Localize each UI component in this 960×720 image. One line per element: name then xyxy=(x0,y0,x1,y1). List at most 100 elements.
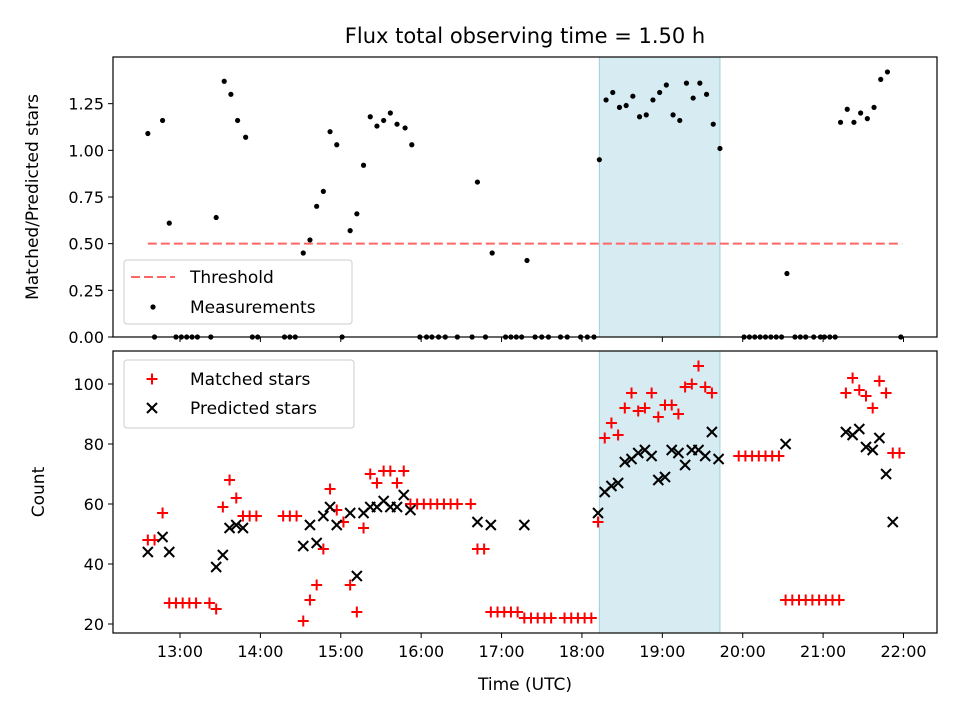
measurement-point xyxy=(844,106,850,112)
y-tick-label: 20 xyxy=(84,615,104,634)
matched-star-point xyxy=(190,597,202,609)
matched-star-point xyxy=(291,510,303,522)
measurement-point xyxy=(710,121,716,127)
matched-star-point xyxy=(706,387,718,399)
matched-star-point xyxy=(324,483,336,495)
measurement-point xyxy=(864,116,870,122)
measurement-point xyxy=(145,130,151,137)
matched-star-point xyxy=(592,516,604,528)
predicted-star-point xyxy=(230,519,242,531)
predicted-star-point xyxy=(163,546,175,558)
matched-star-point xyxy=(203,597,215,609)
predicted-star-point xyxy=(331,519,343,531)
measurement-point xyxy=(596,157,602,163)
measurement-point xyxy=(228,91,234,97)
measurement-point xyxy=(630,93,636,99)
predicted-star-point xyxy=(873,432,886,444)
measurement-point xyxy=(394,121,400,127)
matched-star-point xyxy=(317,543,329,555)
matched-star-point xyxy=(853,384,865,396)
predicted-star-point xyxy=(666,444,678,456)
legend-matched-swatch xyxy=(146,373,158,385)
matched-star-point xyxy=(585,612,597,624)
matched-star-point xyxy=(217,501,229,513)
measurement-point xyxy=(858,110,864,116)
predicted-star-point xyxy=(612,477,624,489)
predicted-star-point xyxy=(471,516,484,528)
shaded-observing-window xyxy=(598,350,721,634)
matched-star-point xyxy=(224,474,236,486)
legend-matched-label: Matched stars xyxy=(190,370,310,390)
count-panel: 20 40 60 80 100 13:00 14:00 15:00 16:00 17:00 18:… xyxy=(29,350,938,695)
measurement-point xyxy=(650,97,656,103)
measurement-point xyxy=(878,76,884,82)
matched-star-point xyxy=(833,594,845,606)
matched-star-point xyxy=(873,375,885,387)
measurement-point xyxy=(166,220,172,226)
measurement-point xyxy=(374,123,380,129)
predicted-star-point xyxy=(840,426,852,438)
matched-star-point xyxy=(840,387,852,399)
y-tick-label: 0.00 xyxy=(68,328,104,347)
y-tick-label: 80 xyxy=(84,435,104,454)
matched-star-point xyxy=(646,387,658,399)
matched-star-point xyxy=(391,477,403,489)
matched-star-point xyxy=(384,465,396,477)
matched-star-point xyxy=(351,606,363,618)
x-axis-label: Time (UTC) xyxy=(477,675,572,695)
predicted-star-point xyxy=(779,438,792,450)
predicted-star-point xyxy=(223,522,236,534)
measurement-point xyxy=(354,211,360,217)
matched-star-point xyxy=(230,492,242,504)
matched-star-point xyxy=(605,417,617,429)
predicted-star-point xyxy=(880,468,892,480)
legend-box xyxy=(123,259,353,325)
matched-star-point xyxy=(398,465,410,477)
measurement-point xyxy=(623,102,629,109)
matched-star-point xyxy=(666,399,678,411)
legend-predicted-swatch xyxy=(146,402,158,414)
matched-star-point xyxy=(652,411,664,423)
predicted-star-point xyxy=(404,504,417,516)
measurement-point xyxy=(159,117,166,124)
measurement-point xyxy=(670,112,676,118)
legend-box xyxy=(123,359,355,429)
y-axis-label: Count xyxy=(29,466,49,517)
plot-frame xyxy=(112,56,938,338)
matched-star-point xyxy=(599,432,611,444)
measurement-point xyxy=(489,250,495,256)
measurement-point xyxy=(784,270,790,277)
measurement-point xyxy=(221,78,227,84)
measurement-point xyxy=(347,228,353,234)
x-tick-label: 22:00 xyxy=(880,642,926,661)
predicted-star-point xyxy=(344,507,356,519)
legend-plus-marker xyxy=(146,373,158,385)
predicted-star-point xyxy=(699,450,711,462)
measurement-point xyxy=(884,69,891,75)
matched-star-point xyxy=(371,477,383,489)
predicted-star-point xyxy=(210,561,222,573)
matched-star-point xyxy=(157,507,169,519)
measurement-point xyxy=(381,117,387,124)
x-tick-label: 14:00 xyxy=(237,642,283,661)
legend-measurements-swatch xyxy=(150,304,156,310)
measurement-point xyxy=(402,125,408,131)
x-axis-ticks xyxy=(179,337,905,342)
y-tick-label: 40 xyxy=(84,555,104,574)
x-tick-label: 16:00 xyxy=(398,642,444,661)
x-tick-label: 20:00 xyxy=(720,642,766,661)
matched-star-point xyxy=(358,522,370,534)
legend: Matched stars Predicted stars xyxy=(123,359,355,429)
matched-star-point xyxy=(880,387,892,399)
legend: Threshold Measurements xyxy=(123,259,353,325)
legend-measurements-label: Measurements xyxy=(190,298,316,318)
y-tick-label: 1.00 xyxy=(68,141,104,160)
measurement-point xyxy=(851,119,857,125)
x-axis-ticks: 13:00 14:00 15:00 16:00 17:00 18:00 19:00 20:00… xyxy=(157,633,927,661)
measurement-point xyxy=(314,203,320,209)
predicted-star-point xyxy=(619,456,631,468)
matched-star-point xyxy=(893,447,905,459)
measurement-point xyxy=(603,97,609,103)
predicted-star-point xyxy=(324,501,336,513)
predicted-star-point xyxy=(605,480,618,492)
